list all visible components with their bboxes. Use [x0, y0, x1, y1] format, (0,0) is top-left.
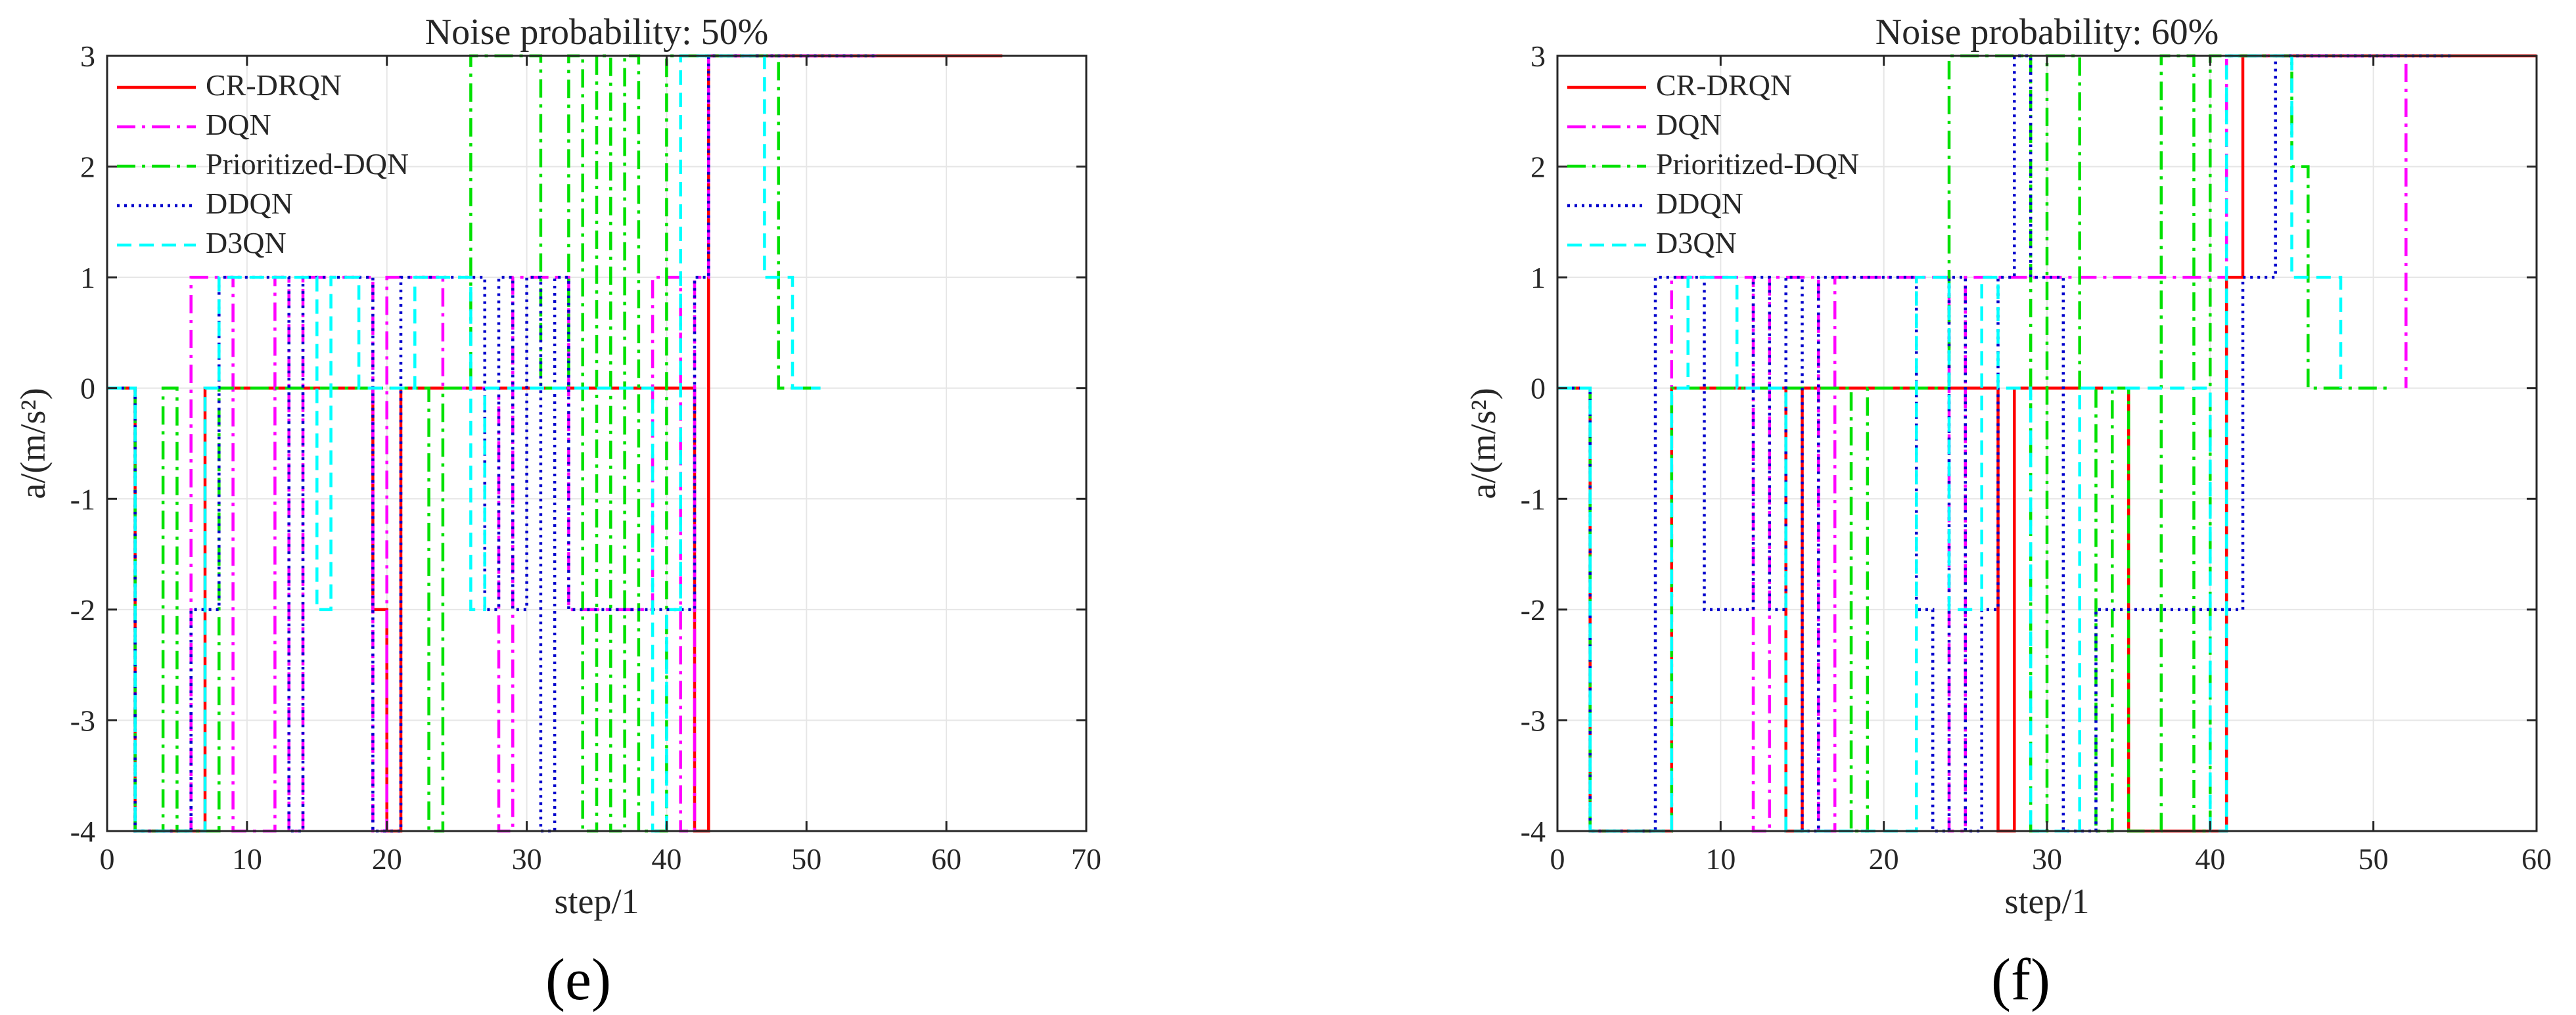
chart-0-legend-label: D3QN	[206, 226, 287, 259]
chart-1-xtick-label: 10	[1705, 842, 1736, 876]
chart-1-series-d3qn	[1557, 54, 2343, 833]
chart-1-ytick-label: -1	[1521, 482, 1546, 516]
chart-1-xtick-label: 60	[2521, 842, 2552, 876]
chart-0-xtick-label: 50	[791, 842, 821, 876]
chart-1-xlabel: step/1	[2005, 882, 2090, 921]
chart-e: 0 10 20 30 40 50 60 70 -4 -3 -2 -1 0 1 2 3 Noise probabi…	[13, 12, 1101, 921]
chart-1-ytick-label: -3	[1521, 704, 1546, 737]
chart-0-series-dqn	[107, 54, 877, 833]
chart-1-legend-label: DDQN	[1656, 187, 1743, 220]
chart-1-xtick-label: 50	[2358, 842, 2389, 876]
chart-1-ytick-label: 3	[1530, 39, 1546, 73]
chart-0-ytick-label: -3	[70, 704, 95, 737]
chart-0-ylabel: a/(m/s²)	[13, 388, 53, 499]
chart-0-ytick-label: -4	[70, 815, 95, 848]
chart-0-title: Noise probability: 50%	[425, 12, 769, 53]
caption-f-text: (f)	[1991, 947, 2050, 1012]
chart-1-xtick-label: 40	[2195, 842, 2225, 876]
chart-0-ytick-label: 1	[80, 261, 95, 294]
chart-1-ytick-label: 1	[1530, 261, 1546, 294]
chart-0-xlabel: step/1	[555, 882, 639, 921]
caption-e-text: (e)	[545, 947, 611, 1012]
chart-0-ytick-label: 0	[80, 372, 95, 405]
chart-1-ytick-label: -2	[1521, 593, 1546, 627]
chart-0-legend-label: DDQN	[206, 187, 293, 220]
chart-f: 0 10 20 30 40 50 60 -4 -3 -2 -1 0 1 2 3 Noise probabili…	[1463, 12, 2552, 921]
chart-0-xtick-label: 10	[232, 842, 262, 876]
chart-0-legend-label: CR-DRQN	[206, 68, 342, 102]
chart-1-legend-label: Prioritized-DQN	[1656, 147, 1859, 181]
caption-f: (f)	[1955, 946, 2086, 1014]
chart-1-xtick-label: 20	[1869, 842, 1899, 876]
chart-0-ytick-label: -2	[70, 593, 95, 627]
chart-0-xtick-label: 60	[931, 842, 961, 876]
chart-0-legend-label: DQN	[206, 108, 271, 141]
chart-1-legend-label: D3QN	[1656, 226, 1737, 259]
chart-1-legend-label: DQN	[1656, 108, 1722, 141]
chart-0-xtick-label: 70	[1071, 842, 1101, 876]
chart-panel-e: 0 10 20 30 40 50 60 70 -4 -3 -2 -1 0 1 2 3 Noise probabi…	[13, 12, 1101, 1014]
chart-0-xtick-label: 40	[651, 842, 681, 876]
chart-0-series-ddqn	[107, 54, 877, 833]
chart-0-xtick-label: 0	[100, 842, 115, 876]
chart-1-xtick-label: 0	[1550, 842, 1565, 876]
chart-1-ytick-label: 2	[1530, 150, 1546, 184]
chart-0-ytick-label: 2	[80, 150, 95, 184]
chart-0-xtick-label: 30	[512, 842, 542, 876]
chart-0-xtick-label: 20	[372, 842, 402, 876]
caption-e: (e)	[513, 946, 644, 1014]
chart-0-ytick-label: -1	[70, 482, 95, 516]
chart-0-ytick-label: 3	[80, 39, 95, 73]
chart-1-legend-label: CR-DRQN	[1656, 68, 1792, 102]
chart-1-ylabel: a/(m/s²)	[1463, 388, 1503, 499]
chart-1-xtick-label: 30	[2032, 842, 2062, 876]
chart-0-legend-label: Prioritized-DQN	[206, 147, 409, 181]
chart-0-axes-box	[106, 55, 1088, 832]
chart-1-ytick-label: -4	[1521, 815, 1546, 848]
chart-1-ytick-label: 0	[1530, 372, 1546, 405]
chart-1-title: Noise probability: 60%	[1875, 12, 2219, 53]
